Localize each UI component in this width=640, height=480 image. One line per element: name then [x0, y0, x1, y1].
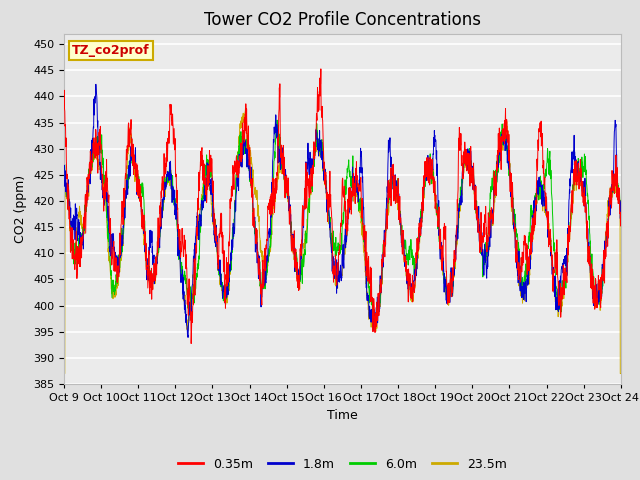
Title: Tower CO2 Profile Concentrations: Tower CO2 Profile Concentrations — [204, 11, 481, 29]
X-axis label: Time: Time — [327, 408, 358, 421]
Legend: 0.35m, 1.8m, 6.0m, 23.5m: 0.35m, 1.8m, 6.0m, 23.5m — [173, 453, 512, 476]
Text: TZ_co2prof: TZ_co2prof — [72, 44, 150, 57]
Y-axis label: CO2 (ppm): CO2 (ppm) — [15, 175, 28, 243]
